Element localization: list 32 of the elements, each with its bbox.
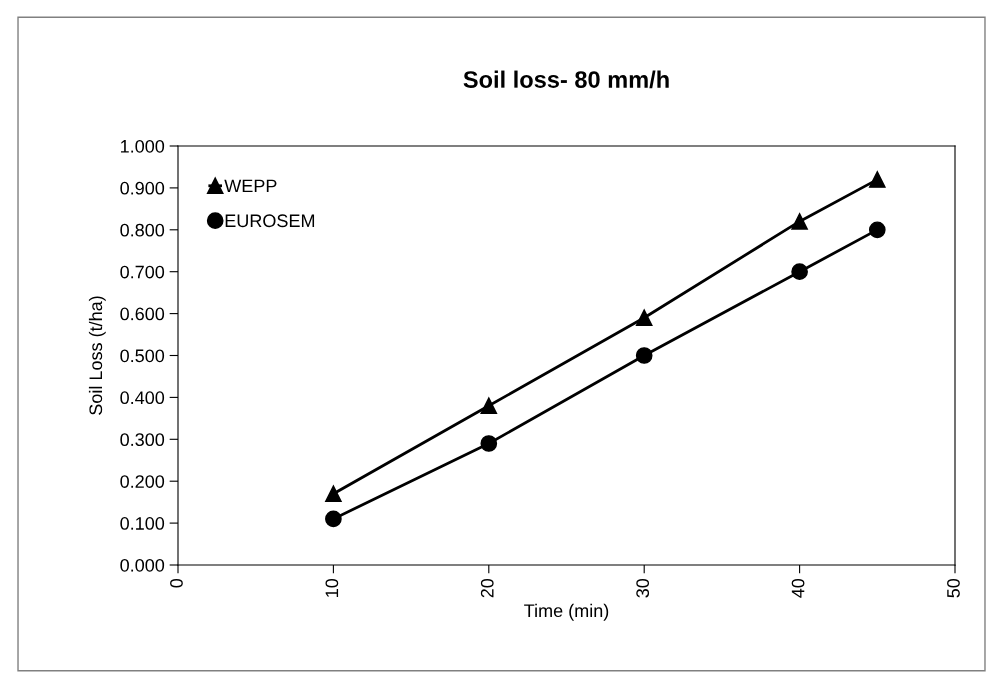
y-tick-label: 1.000: [121, 139, 165, 153]
x-tick-label: 40: [791, 578, 805, 598]
point: [868, 171, 886, 188]
y-tick-label: 0.100: [120, 517, 165, 530]
point: [791, 263, 808, 281]
x-tick-label: 50: [947, 578, 960, 598]
y-tick-label: 0.800: [120, 223, 165, 237]
y-tick-label: 0.700: [120, 265, 165, 279]
y-tick-label: 0.200: [120, 475, 165, 488]
point: [868, 221, 886, 239]
legend-label: EUROSEM: [225, 214, 315, 228]
y-tick-label: 0.600: [120, 307, 165, 321]
y-tick-label: 0.500: [120, 349, 165, 363]
point: [480, 435, 498, 452]
y-tick-label: 0.400: [120, 391, 165, 405]
point: [325, 510, 342, 528]
point: [325, 485, 342, 503]
point: [635, 309, 653, 327]
y-tick-label: 0.900: [120, 181, 165, 195]
point: [480, 397, 498, 415]
y-axis-title: Soil Loss (t/ha): [88, 296, 106, 415]
point: [635, 347, 653, 364]
y-tick-label: 0.300: [120, 433, 165, 447]
x-tick-label: 10: [325, 578, 339, 597]
x-tick-label: 30: [636, 578, 650, 598]
x-axis-title: Time (min): [524, 603, 609, 621]
x-tick-label: 0: [170, 578, 183, 588]
y-tick-label: 0.000: [120, 558, 165, 572]
point: [791, 213, 808, 230]
x-tick-label: 20: [480, 578, 494, 598]
legend-label: WEPP: [224, 179, 277, 193]
chart-title: Soil loss- 80 mm/h: [463, 70, 669, 89]
